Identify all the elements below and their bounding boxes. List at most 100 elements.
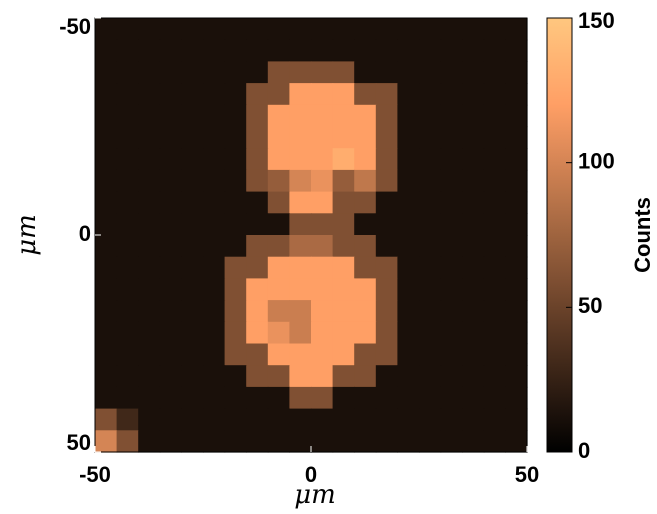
heatmap-cell	[483, 321, 506, 345]
heatmap-cell	[332, 61, 355, 84]
heatmap-cell	[95, 18, 118, 41]
heatmap-cell	[267, 321, 290, 345]
heatmap-cell	[397, 321, 420, 345]
heatmap-cell	[419, 148, 442, 171]
heatmap-cell	[224, 83, 247, 106]
heatmap-cell	[267, 300, 290, 323]
heatmap-cell	[246, 386, 269, 410]
heatmap-cell	[483, 126, 506, 149]
heatmap-cell	[267, 256, 290, 279]
heatmap-cell	[354, 191, 377, 214]
x-axis-label: μm	[294, 480, 336, 510]
heatmap-cell	[440, 256, 463, 279]
heatmap-cell	[224, 104, 247, 128]
heatmap-cell	[116, 365, 139, 388]
heatmap-cell	[397, 61, 420, 84]
heatmap-cell	[138, 408, 161, 431]
heatmap-cell	[354, 148, 377, 171]
heatmap-cell	[116, 191, 139, 214]
heatmap-cell	[289, 386, 312, 410]
heatmap-cell	[354, 169, 377, 193]
heatmap-cell	[505, 83, 528, 106]
heatmap-cell	[462, 191, 485, 214]
heatmap-cell	[483, 18, 506, 41]
heatmap-cell	[267, 235, 290, 258]
heatmap-cell	[375, 386, 398, 410]
heatmap-cell	[462, 300, 485, 323]
heatmap-cell	[159, 169, 182, 193]
heatmap-cell	[375, 343, 398, 366]
heatmap-cell	[462, 278, 485, 301]
heatmap-cell	[375, 61, 398, 84]
heatmap-cell	[505, 300, 528, 323]
heatmap-cell	[419, 39, 442, 62]
heatmap-cell	[354, 213, 377, 236]
heatmap-cell	[159, 191, 182, 214]
heatmap-cell	[95, 278, 118, 301]
heatmap-cell	[440, 343, 463, 366]
heatmap-cell	[246, 430, 269, 453]
heatmap-cell	[224, 148, 247, 171]
heatmap-cell	[224, 256, 247, 279]
heatmap-cell	[95, 343, 118, 366]
heatmap-cell	[462, 18, 485, 41]
heatmap-cell	[203, 256, 226, 279]
heatmap-cell	[311, 321, 334, 345]
heatmap-cell	[203, 191, 226, 214]
heatmap-cell	[159, 83, 182, 106]
heatmap-cell	[440, 169, 463, 193]
heatmap-cell	[354, 83, 377, 106]
heatmap-cell	[181, 408, 204, 431]
heatmap-cell	[181, 386, 204, 410]
heatmap-cell	[159, 343, 182, 366]
heatmap-cell	[116, 256, 139, 279]
heatmap-cell	[246, 61, 269, 84]
heatmap-cell	[138, 18, 161, 41]
heatmap-cell	[419, 169, 442, 193]
heatmap-cell	[246, 213, 269, 236]
heatmap-cell	[116, 235, 139, 258]
heatmap-cell	[159, 386, 182, 410]
heatmap-cell	[267, 169, 290, 193]
heatmap-cell	[138, 235, 161, 258]
heatmap-cell	[311, 18, 334, 41]
heatmap-cell	[375, 148, 398, 171]
heatmap-cell	[267, 39, 290, 62]
heatmap-cell	[397, 300, 420, 323]
colorbar-label: Counts	[630, 197, 655, 273]
heatmap-cell	[462, 83, 485, 106]
heatmap-cell	[289, 213, 312, 236]
heatmap-cell	[224, 235, 247, 258]
heatmap-cell	[246, 235, 269, 258]
heatmap-cell	[203, 278, 226, 301]
heatmap-cell	[159, 18, 182, 41]
heatmap-cell	[505, 365, 528, 388]
heatmap-cell	[246, 104, 269, 128]
heatmap-cell	[138, 169, 161, 193]
heatmap-cell	[440, 191, 463, 214]
heatmap-cell	[397, 213, 420, 236]
heatmap-cell	[354, 408, 377, 431]
heatmap-cell	[181, 343, 204, 366]
heatmap-cell	[332, 148, 355, 171]
heatmap-cell	[332, 169, 355, 193]
heatmap-cell	[419, 191, 442, 214]
heatmap-cell	[289, 126, 312, 149]
heatmap-cell	[354, 18, 377, 41]
heatmap-cell	[505, 18, 528, 41]
heatmap-cell	[224, 39, 247, 62]
heatmap-cell	[224, 278, 247, 301]
heatmap-cell	[397, 104, 420, 128]
y-tick-label: 0	[79, 221, 91, 246]
heatmap-cell	[419, 365, 442, 388]
heatmap-cell	[311, 61, 334, 84]
heatmap-cell	[289, 104, 312, 128]
heatmap-cell	[203, 126, 226, 149]
heatmap-cell	[289, 365, 312, 388]
heatmap-cell	[203, 213, 226, 236]
heatmap-cell	[289, 256, 312, 279]
heatmap-cell	[224, 430, 247, 453]
heatmap-cell	[332, 430, 355, 453]
heatmap-cell	[246, 343, 269, 366]
colorbar	[546, 17, 573, 453]
